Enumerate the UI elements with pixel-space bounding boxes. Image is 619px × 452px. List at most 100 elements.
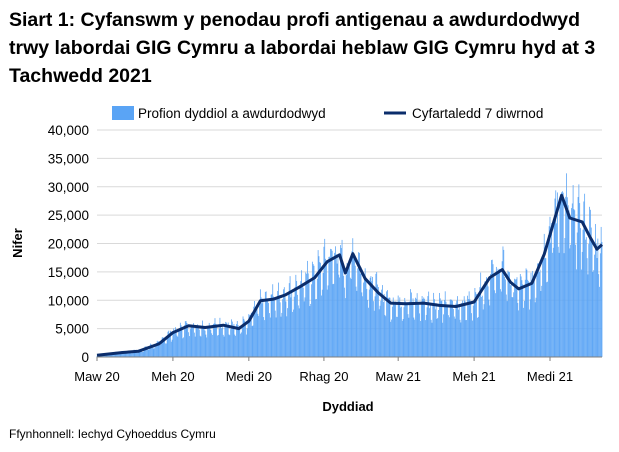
- daily-tests-bar: [478, 297, 480, 357]
- daily-tests-bar: [553, 221, 555, 357]
- daily-tests-bar: [344, 287, 345, 357]
- daily-tests-bar: [107, 354, 109, 357]
- daily-tests-bar: [222, 327, 223, 357]
- daily-tests-bar: [133, 349, 135, 357]
- daily-tests-bar: [541, 285, 543, 357]
- daily-tests-bar: [348, 266, 350, 357]
- daily-tests-bar: [311, 284, 312, 357]
- daily-tests-bar: [128, 351, 130, 357]
- daily-tests-bar: [361, 292, 363, 357]
- daily-tests-bar: [156, 340, 158, 357]
- daily-tests-bar: [467, 295, 468, 357]
- daily-tests-bar: [593, 270, 595, 357]
- daily-tests-bar: [195, 326, 197, 357]
- daily-tests-bar: [233, 323, 235, 357]
- daily-tests-bar: [349, 264, 350, 357]
- daily-tests-bar: [123, 351, 125, 357]
- daily-tests-bar: [181, 329, 183, 357]
- daily-tests-bar: [407, 314, 409, 357]
- daily-tests-bar: [566, 173, 567, 357]
- daily-tests-bar: [589, 206, 590, 357]
- daily-tests-bar: [588, 244, 590, 357]
- daily-tests-bar: [240, 332, 242, 357]
- daily-tests-bar: [373, 301, 374, 357]
- daily-tests-bar: [396, 316, 398, 357]
- daily-tests-bar: [521, 280, 523, 357]
- daily-tests-bar: [406, 304, 408, 357]
- daily-tests-bar: [451, 299, 453, 357]
- daily-tests-bar: [370, 276, 372, 357]
- x-tick-label: Medi 20: [226, 369, 272, 384]
- daily-tests-bar: [389, 297, 391, 357]
- daily-tests-bar: [323, 246, 325, 357]
- daily-tests-bar: [491, 259, 493, 357]
- daily-tests-bar: [164, 338, 166, 357]
- daily-tests-bar: [585, 237, 587, 357]
- daily-tests-bar: [544, 257, 546, 357]
- daily-tests-bar: [438, 310, 439, 357]
- daily-tests-bar: [505, 279, 506, 357]
- daily-tests-bar: [449, 299, 451, 357]
- daily-tests-bar: [557, 192, 558, 357]
- daily-tests-bar: [518, 310, 520, 357]
- daily-tests-bar: [345, 275, 347, 357]
- daily-tests-bar: [170, 341, 172, 357]
- x-tick-label: Meh 20: [151, 369, 194, 384]
- daily-tests-bar: [567, 205, 569, 357]
- daily-tests-bar: [253, 306, 255, 357]
- daily-tests-bar: [225, 321, 227, 357]
- daily-tests-bar: [174, 330, 175, 357]
- daily-tests-bar: [328, 256, 330, 357]
- daily-tests-bar: [362, 296, 364, 357]
- daily-tests-bar: [576, 269, 577, 357]
- daily-tests-bar: [519, 274, 521, 357]
- daily-tests-bar: [571, 203, 573, 357]
- x-tick-label: Medi 21: [527, 369, 573, 384]
- daily-tests-bar: [255, 308, 257, 357]
- daily-tests-bar: [399, 297, 401, 357]
- daily-tests-bar: [548, 226, 550, 357]
- daily-tests-bar: [509, 285, 511, 357]
- daily-tests-bar: [394, 304, 396, 357]
- daily-tests-bar: [131, 353, 133, 357]
- daily-tests-bar: [479, 287, 481, 357]
- daily-tests-bar: [108, 354, 109, 357]
- daily-tests-bar: [495, 266, 497, 357]
- daily-tests-bar: [532, 270, 534, 357]
- daily-tests-bar: [234, 334, 236, 357]
- daily-tests-bar: [278, 282, 279, 357]
- daily-tests-bar: [554, 198, 556, 357]
- daily-tests-bar: [384, 314, 386, 357]
- daily-tests-bar: [495, 293, 496, 357]
- daily-tests-bar: [118, 353, 120, 357]
- daily-tests-bar: [378, 309, 380, 357]
- daily-tests-bar: [507, 270, 509, 357]
- daily-tests-bar: [139, 350, 141, 357]
- daily-tests-bar: [343, 275, 345, 357]
- daily-tests-bar: [484, 281, 486, 357]
- daily-tests-bar: [572, 185, 574, 357]
- daily-tests-bar: [437, 317, 439, 357]
- daily-tests-bar: [480, 272, 482, 357]
- daily-tests-bar: [327, 285, 329, 357]
- daily-tests-bar: [368, 307, 369, 357]
- daily-tests-bar: [533, 278, 535, 357]
- daily-tests-bar: [245, 323, 246, 357]
- daily-tests-bar: [410, 292, 412, 357]
- daily-tests-bar: [190, 325, 192, 357]
- daily-tests-bar: [418, 302, 420, 357]
- daily-tests-bar: [564, 238, 566, 357]
- daily-tests-bar: [516, 277, 518, 357]
- daily-tests-bar: [238, 328, 240, 357]
- daily-tests-bar: [243, 318, 245, 357]
- daily-tests-bar: [520, 276, 522, 357]
- daily-tests-bar: [481, 295, 483, 357]
- daily-tests-bar: [426, 307, 428, 357]
- daily-tests-bar: [501, 261, 503, 357]
- daily-tests-bar: [228, 334, 230, 357]
- daily-tests-bar: [222, 334, 224, 357]
- daily-tests-bar: [266, 299, 268, 357]
- daily-tests-bar: [433, 292, 435, 357]
- daily-tests-bar: [525, 268, 527, 357]
- daily-tests-bar: [482, 309, 484, 357]
